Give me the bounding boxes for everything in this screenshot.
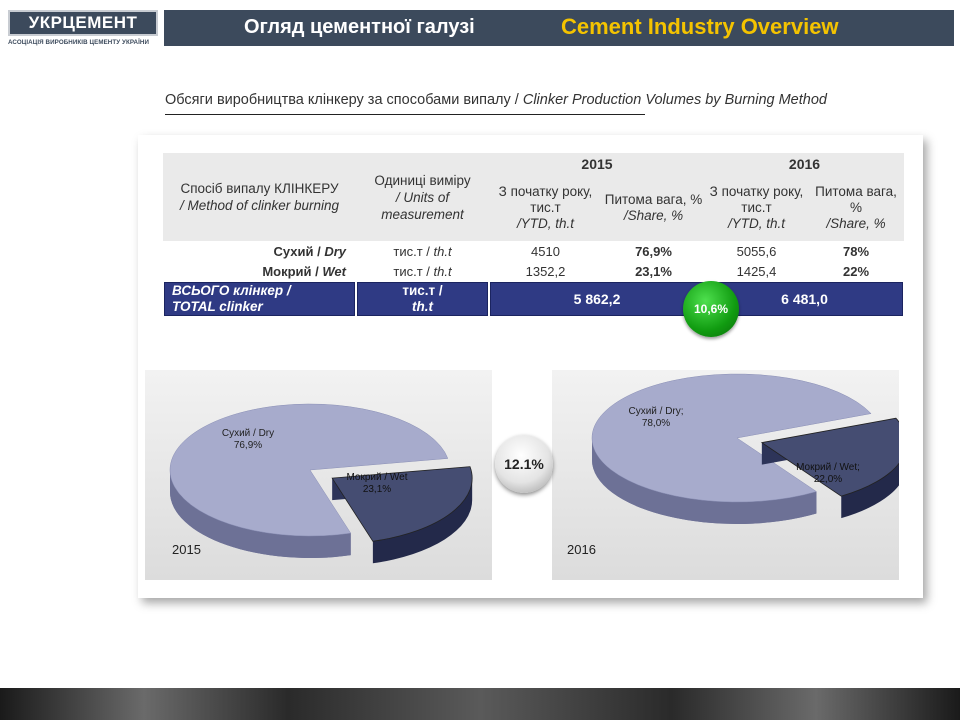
units-header: Одиниці виміру / Units of measurement <box>356 153 489 241</box>
total-unit: тис.т / th.t <box>356 281 489 317</box>
pie-year-label: 2015 <box>172 542 201 557</box>
share-2015-header: Питома вага, %/Share, % <box>602 175 705 241</box>
growth-badge-table: 10,6% <box>683 281 739 337</box>
ytd-2016-header: З початку року, тис.т/YTD, th.t <box>705 175 808 241</box>
pie-value-wet: 23,1% <box>363 484 391 495</box>
table-row-wet: Мокрий / Wet тис.т / th.t 1352,2 23,1% 1… <box>163 261 904 281</box>
growth-badge-pies: 12.1% <box>495 435 553 493</box>
logo-name: УКРЦЕМЕНТ <box>8 10 158 36</box>
subtitle-en: Clinker Production Volumes by Burning Me… <box>522 92 827 108</box>
logo-subtitle: АСОЦІАЦІЯ ВИРОБНИКІВ ЦЕМЕНТУ УКРАЇНИ <box>8 39 150 46</box>
pie-slice-dry <box>169 403 449 537</box>
pie-value-dry: 78,0% <box>642 418 670 429</box>
ukrcement-logo: УКРЦЕМЕНТ АСОЦІАЦІЯ ВИРОБНИКІВ ЦЕМЕНТУ У… <box>8 10 158 48</box>
pie-label-wet: Мокрий / Wet; <box>796 462 860 473</box>
slide-subtitle: Обсяги виробництва клінкеру за способами… <box>165 92 915 108</box>
row-label: Мокрий / Wet <box>163 261 356 281</box>
row-unit: тис.т / th.t <box>356 241 489 261</box>
pie-chart-2015: Сухий / Dry 76,9% Мокрий / Wet 23,1% 2015 <box>145 370 492 580</box>
header-title-en: Cement Industry Overview <box>561 14 839 39</box>
pie-slice-wet <box>331 466 473 542</box>
ytd-2016-cell: 1425,4 <box>705 261 808 281</box>
table-row-total: ВСЬОГО клінкер / TOTAL clinker тис.т / th.… <box>163 281 904 317</box>
ytd-2015-cell: 4510 <box>489 241 602 261</box>
header-bar: Огляд цементної галузі Cement Industry O… <box>164 10 954 46</box>
row-label: Сухий / Dry <box>163 241 356 261</box>
total-label: ВСЬОГО клінкер / TOTAL clinker <box>163 281 356 317</box>
pie-label-dry: Сухий / Dry <box>222 428 274 439</box>
year-2015-header: 2015 <box>489 153 705 175</box>
clinker-table: Спосіб випалу КЛІНКЕРУ / Method of clink… <box>163 153 904 317</box>
ytd-2016-cell: 5055,6 <box>705 241 808 261</box>
share-2016-cell: 78% <box>808 241 904 261</box>
pie-value-dry: 76,9% <box>234 440 262 451</box>
table-row-dry: Сухий / Dry тис.т / th.t 4510 76,9% 5055… <box>163 241 904 261</box>
total-2015-value: 5 862,2 <box>489 281 705 317</box>
footer-bar <box>0 688 960 720</box>
pie-chart-2016-svg: Сухий / Dry;78,0% Мокрий / Wet;22,0% 2016 <box>567 373 899 557</box>
pie-label-wet: Мокрий / Wet <box>346 472 407 483</box>
ytd-2015-cell: 1352,2 <box>489 261 602 281</box>
header-title-ua: Огляд цементної галузі <box>244 16 475 38</box>
pie-year-label: 2016 <box>567 542 596 557</box>
method-header: Спосіб випалу КЛІНКЕРУ / Method of clink… <box>163 153 356 241</box>
pie-chart-2016: Сухий / Dry; 78,0% Мокрий / Wet; 22,0% 2016 <box>552 370 899 580</box>
pie-side-wet <box>372 478 473 564</box>
pie-value-wet: 22,0% <box>814 474 842 485</box>
share-2015-cell: 23,1% <box>602 261 705 281</box>
ytd-2015-header: З початку року, тис.т/YTD, th.t <box>489 175 602 241</box>
pie-slice-dry <box>591 373 872 503</box>
pie-side-dry <box>592 438 817 524</box>
share-2016-header: Питома вага, %/Share, % <box>808 175 904 241</box>
share-2015-cell: 76,9% <box>602 241 705 261</box>
subtitle-ua: Обсяги виробництва клінкеру за способами… <box>165 92 523 108</box>
pie-slice-wet <box>760 417 899 497</box>
pie-label-dry: Сухий / Dry; <box>628 406 683 417</box>
share-2016-cell: 22% <box>808 261 904 281</box>
year-2016-header: 2016 <box>705 153 904 175</box>
subtitle-underline <box>165 114 645 115</box>
row-unit: тис.т / th.t <box>356 261 489 281</box>
